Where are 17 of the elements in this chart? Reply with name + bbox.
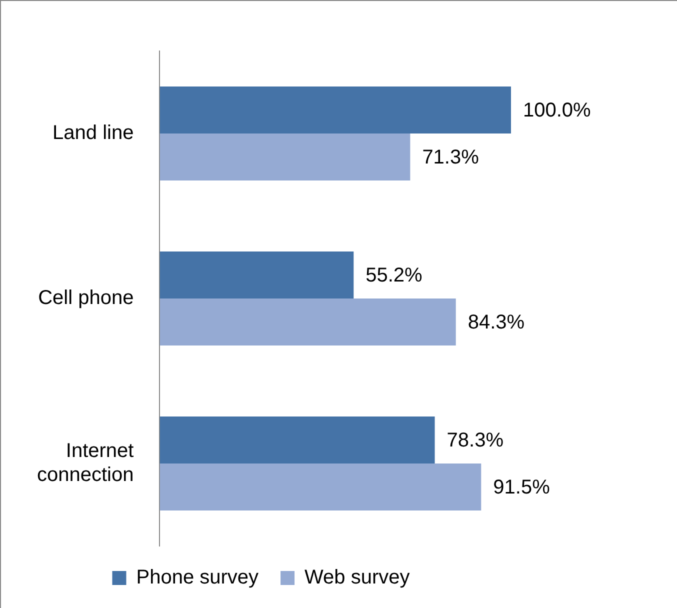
data-label: 100.0%	[523, 100, 592, 122]
data-label: 91.5%	[493, 476, 550, 499]
legend-label: Web survey	[304, 566, 410, 589]
y-tick-label: Internet connection	[36, 440, 134, 486]
y-tick-label: Land line	[52, 122, 134, 144]
data-label: 55.2%	[366, 264, 423, 287]
y-tick-label: Cell phone	[38, 287, 134, 310]
bar	[160, 416, 435, 464]
bar	[160, 134, 410, 181]
bar	[160, 251, 354, 298]
bar	[160, 298, 456, 346]
legend-label: Phone survey	[136, 566, 259, 589]
data-label: 78.3%	[446, 430, 504, 452]
bar	[160, 86, 511, 134]
data-label: 71.3%	[422, 146, 480, 169]
data-label: 84.3%	[468, 312, 525, 334]
bar	[160, 464, 482, 511]
